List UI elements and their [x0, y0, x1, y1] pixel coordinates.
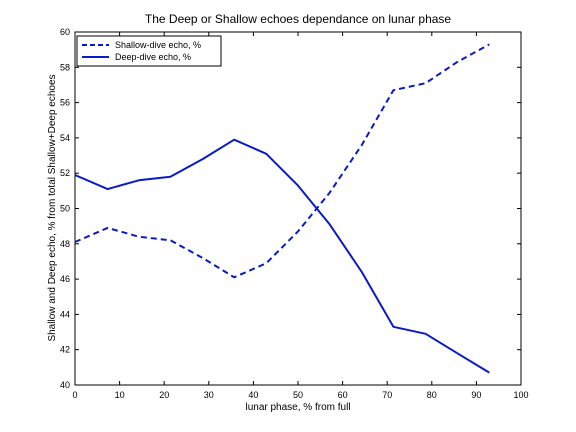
legend-entry-label: Shallow-dive echo, % [115, 40, 201, 50]
series-line-deep-dive [74, 138, 490, 374]
y-tick-label: 54 [60, 133, 70, 143]
plot-area-frame [74, 31, 522, 386]
x-tick-label: 50 [293, 390, 303, 400]
x-tick-label: 60 [338, 390, 348, 400]
x-tick-label: 20 [159, 390, 169, 400]
legend-box [76, 35, 222, 67]
y-tick-label: 52 [60, 168, 70, 178]
chart-title: The Deep or Shallow echoes dependance on… [145, 12, 452, 26]
series-layer [74, 43, 490, 374]
series-line-shallow-dive [74, 43, 490, 279]
y-tick-label: 44 [60, 309, 70, 319]
x-tick-label: 70 [382, 390, 392, 400]
y-tick-label: 48 [60, 239, 70, 249]
legend: Shallow-dive echo, % Deep-dive echo, % [76, 35, 222, 67]
x-axis-label: lunar phase, % from full [245, 402, 350, 413]
y-tick-label: 56 [60, 98, 70, 108]
y-tick-label: 40 [60, 380, 70, 390]
x-tick-label: 80 [427, 390, 437, 400]
x-tick-label: 40 [248, 390, 258, 400]
x-tick-label: 100 [513, 390, 528, 400]
y-axis-label: Shallow and Deep echo, % from total Shal… [47, 74, 58, 341]
y-tick-label: 60 [60, 27, 70, 37]
x-tick-label: 0 [72, 390, 77, 400]
y-axis: 40 42 44 46 48 50 52 54 56 58 60 [60, 27, 521, 390]
x-tick-label: 90 [471, 390, 481, 400]
legend-entry-label: Deep-dive echo, % [115, 52, 191, 62]
y-tick-label: 50 [60, 204, 70, 214]
y-tick-label: 42 [60, 345, 70, 355]
y-tick-label: 58 [60, 62, 70, 72]
x-tick-label: 10 [115, 390, 125, 400]
y-tick-label: 46 [60, 274, 70, 284]
x-axis: 0 10 20 30 40 50 60 70 80 90 100 [72, 32, 529, 400]
x-tick-label: 30 [204, 390, 214, 400]
